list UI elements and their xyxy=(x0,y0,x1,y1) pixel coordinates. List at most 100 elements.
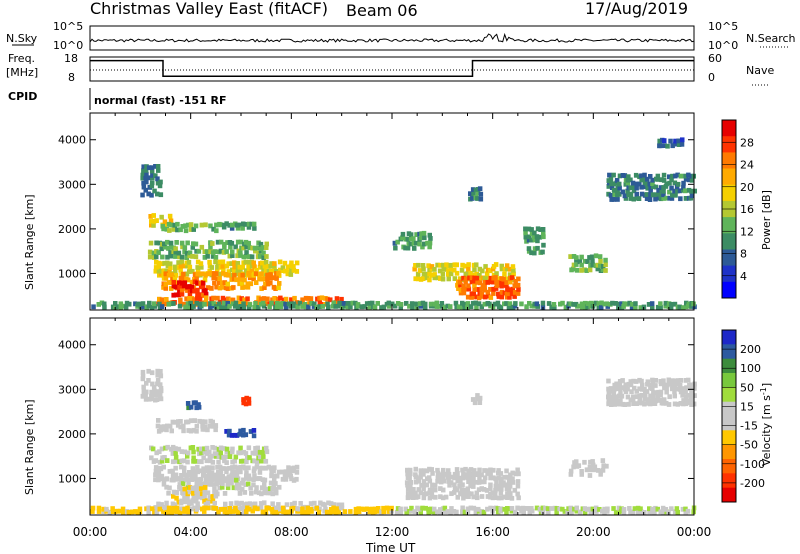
heatmap-cell xyxy=(207,495,212,500)
heatmap-cell xyxy=(488,486,493,492)
heatmap-cell xyxy=(202,493,207,499)
heatmap-cell xyxy=(213,493,219,499)
heatmap-cell xyxy=(247,254,252,259)
heatmap-cell xyxy=(217,276,222,281)
heatmap-cell xyxy=(264,301,269,307)
heatmap-cell xyxy=(370,506,375,512)
heatmap-cell xyxy=(104,506,109,512)
heatmap-cell xyxy=(506,479,512,485)
heatmap-cell xyxy=(655,394,661,400)
heatmap-cell xyxy=(620,189,625,195)
heatmap-cell xyxy=(639,509,644,515)
heatmap-cell xyxy=(593,300,599,306)
heatmap-cell xyxy=(511,267,516,273)
heatmap-cell xyxy=(339,301,344,307)
heatmap-cell xyxy=(452,475,457,481)
heatmap-cell xyxy=(647,401,653,407)
heatmap-cell xyxy=(241,400,246,406)
heatmap-cell xyxy=(675,181,681,187)
heatmap-cell xyxy=(526,246,532,251)
heatmap-cell xyxy=(182,499,187,505)
heatmap-cell xyxy=(247,302,253,307)
heatmap-cell xyxy=(256,476,262,481)
heatmap-cell xyxy=(670,192,675,198)
heatmap-cell xyxy=(601,463,606,469)
colorbar-tick-label: 20 xyxy=(740,181,754,194)
heatmap-cell xyxy=(193,241,199,247)
heatmap-cell xyxy=(592,467,598,472)
heatmap-cell xyxy=(238,458,244,464)
heatmap-cell xyxy=(211,295,216,301)
heatmap-cell xyxy=(259,491,264,497)
heatmap-cell xyxy=(422,235,427,241)
heatmap-cell xyxy=(367,300,373,306)
heatmap-cell xyxy=(213,454,219,459)
heatmap-cell xyxy=(241,432,246,438)
heatmap-cell xyxy=(571,254,577,259)
heatmap-cell xyxy=(285,269,291,274)
heatmap-cell xyxy=(113,301,118,306)
heatmap-cell xyxy=(512,290,518,295)
heatmap-cell xyxy=(191,304,196,309)
heatmap-cell xyxy=(176,250,182,256)
heatmap-cell xyxy=(177,280,182,286)
heatmap-cell xyxy=(413,276,418,282)
heatmap-cell xyxy=(187,296,192,301)
heatmap-cell xyxy=(183,228,189,234)
heatmap-cell xyxy=(258,505,264,511)
heatmap-cell xyxy=(674,184,680,190)
heatmap-cell xyxy=(452,267,457,273)
heatmap-cell xyxy=(147,300,152,306)
heatmap-cell xyxy=(493,275,498,280)
heatmap-cell xyxy=(507,294,512,300)
heatmap-cell xyxy=(372,304,378,310)
heatmap-cell xyxy=(422,482,427,488)
heatmap-cell xyxy=(173,446,178,451)
heatmap-cell xyxy=(277,259,283,265)
heatmap-cell xyxy=(140,376,146,382)
heatmap-cell xyxy=(242,297,247,303)
heatmap-cell xyxy=(488,491,493,497)
heatmap-cell xyxy=(606,401,611,407)
heatmap-cell xyxy=(637,181,642,187)
heatmap-cell xyxy=(311,304,317,309)
colorbar-tick-label: -50 xyxy=(740,439,758,452)
heatmap-cell xyxy=(240,272,245,278)
heatmap-cell xyxy=(652,401,658,406)
heatmap-cell xyxy=(271,275,277,281)
heatmap-cell xyxy=(479,304,484,309)
heatmap-cell xyxy=(222,280,228,285)
heatmap-cell xyxy=(201,455,206,461)
heatmap-cell xyxy=(562,509,568,514)
heatmap-cell xyxy=(428,301,434,307)
heatmap-cell xyxy=(485,468,490,474)
heatmap-cell xyxy=(596,304,601,310)
heatmap-cell xyxy=(593,505,599,511)
heatmap-cell xyxy=(407,475,412,481)
heatmap-cell xyxy=(248,429,254,434)
heatmap-cell xyxy=(179,458,184,464)
heatmap-cell xyxy=(264,254,269,259)
heatmap-cell xyxy=(174,509,179,514)
heatmap-cell xyxy=(585,301,591,306)
heatmap-cell xyxy=(462,474,468,480)
heatmap-cell xyxy=(311,506,316,512)
heatmap-cell xyxy=(421,276,426,281)
heatmap-cell xyxy=(185,288,190,293)
heatmap-cell xyxy=(206,469,212,475)
heatmap-cell xyxy=(209,270,214,276)
heatmap-cell xyxy=(629,389,634,395)
heatmap-cell xyxy=(650,506,655,512)
heatmap-cell xyxy=(488,275,494,281)
heatmap-cell xyxy=(661,192,666,198)
heatmap-cell xyxy=(175,422,181,428)
heatmap-cell xyxy=(188,300,193,306)
heatmap-cell xyxy=(472,278,477,284)
heatmap-cell xyxy=(508,491,513,496)
heatmap-cell xyxy=(227,253,232,259)
heatmap-cell xyxy=(640,382,645,388)
heatmap-cell xyxy=(161,509,166,514)
heatmap-cell xyxy=(291,264,296,269)
heatmap-cell xyxy=(407,303,412,309)
heatmap-cell xyxy=(161,464,166,470)
